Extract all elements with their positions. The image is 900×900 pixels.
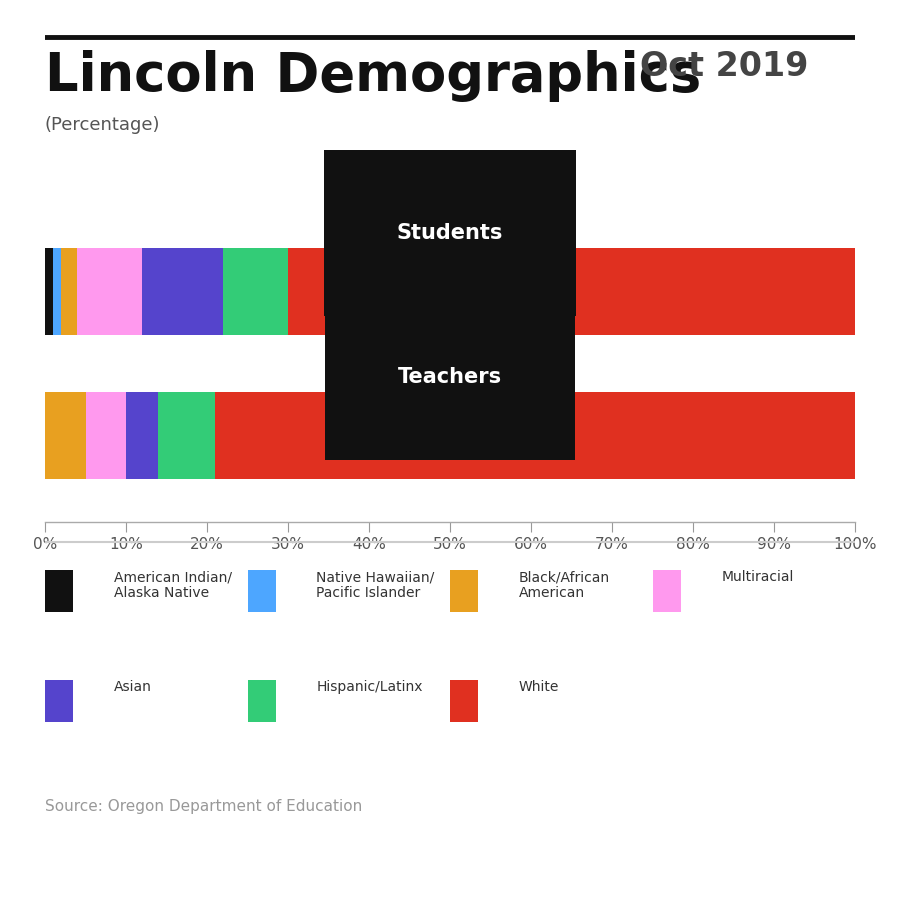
FancyBboxPatch shape xyxy=(248,680,276,722)
Text: (Percentage): (Percentage) xyxy=(45,115,160,133)
FancyBboxPatch shape xyxy=(45,680,74,722)
Text: Black/African
American: Black/African American xyxy=(519,570,610,600)
Text: Multiracial: Multiracial xyxy=(722,570,794,584)
Text: Students: Students xyxy=(397,222,503,243)
FancyBboxPatch shape xyxy=(248,570,276,612)
Text: Hispanic/Latinx: Hispanic/Latinx xyxy=(317,680,423,694)
Bar xyxy=(288,248,855,335)
Text: Source: Oregon Department of Education: Source: Oregon Department of Education xyxy=(45,799,362,815)
Text: Asian: Asian xyxy=(113,680,152,694)
Bar xyxy=(77,248,142,335)
Text: White: White xyxy=(519,680,559,694)
Bar xyxy=(215,392,855,479)
FancyBboxPatch shape xyxy=(450,680,479,722)
Bar xyxy=(223,248,288,335)
Bar xyxy=(126,392,158,479)
Text: Lincoln Demographics: Lincoln Demographics xyxy=(45,50,701,102)
Text: Native Hawaiian/
Pacific Islander: Native Hawaiian/ Pacific Islander xyxy=(317,570,435,600)
Text: American Indian/
Alaska Native: American Indian/ Alaska Native xyxy=(113,570,232,600)
Text: Oct 2019: Oct 2019 xyxy=(641,50,809,83)
Bar xyxy=(45,392,86,479)
FancyBboxPatch shape xyxy=(652,570,681,612)
Bar xyxy=(53,248,61,335)
Bar xyxy=(86,392,126,479)
FancyBboxPatch shape xyxy=(45,570,74,612)
FancyBboxPatch shape xyxy=(450,570,479,612)
Bar xyxy=(142,248,223,335)
Bar xyxy=(45,248,53,335)
Bar xyxy=(158,392,215,479)
Text: Teachers: Teachers xyxy=(398,366,502,387)
Bar xyxy=(61,248,77,335)
